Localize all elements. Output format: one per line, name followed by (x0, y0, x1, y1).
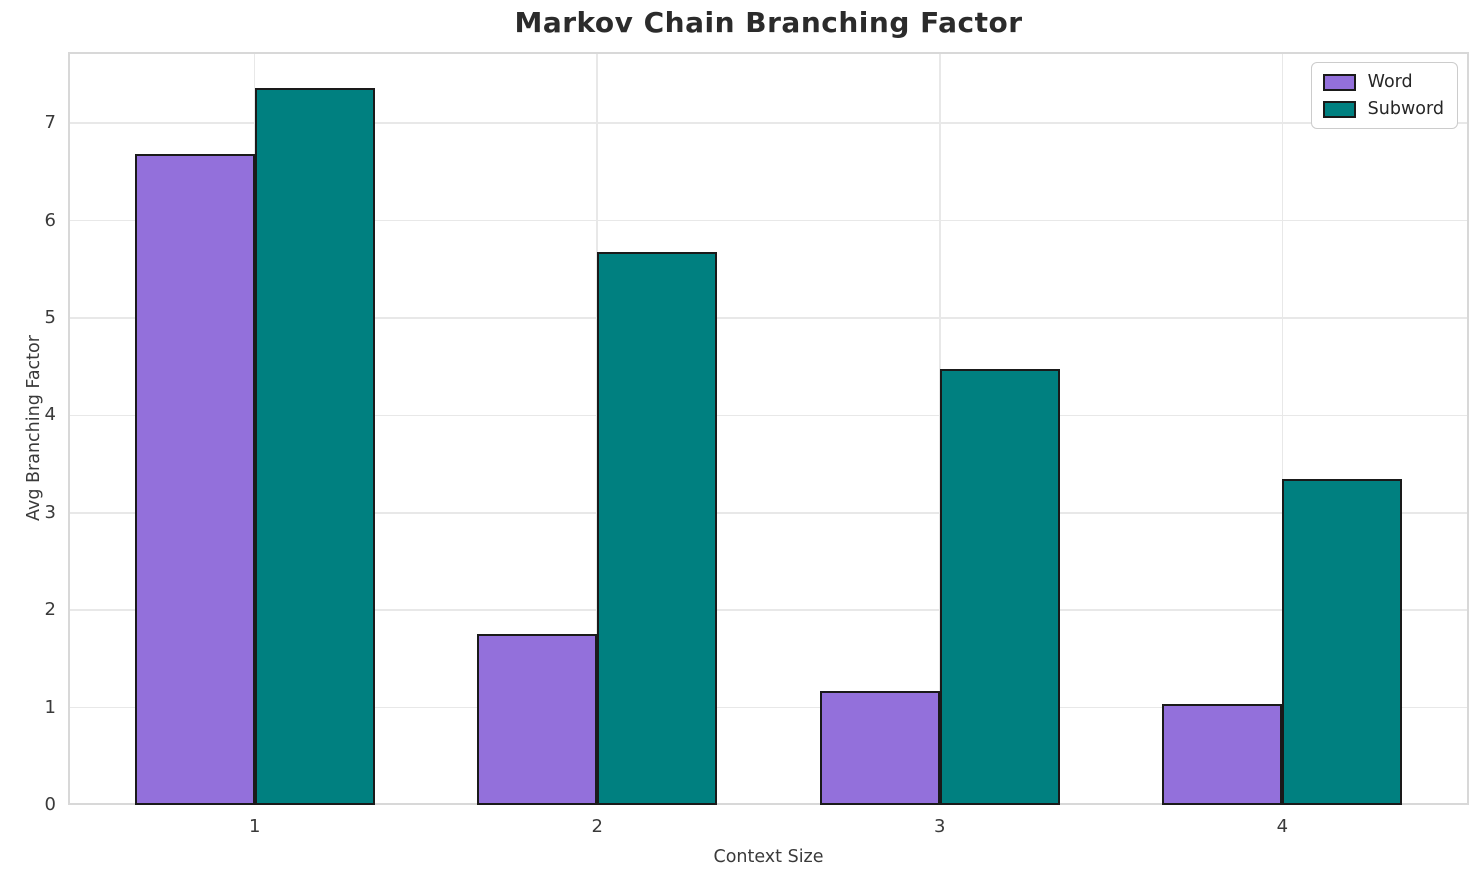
legend-item-subword: Subword (1322, 99, 1444, 119)
gridline-horizontal (68, 219, 1469, 222)
y-tick-label: 5 (44, 306, 56, 328)
y-tick-label: 4 (44, 404, 56, 426)
y-tick-label: 2 (44, 599, 56, 621)
x-tick-label: 1 (248, 816, 261, 837)
y-tick-label: 6 (44, 209, 56, 231)
bar-subword-1 (254, 88, 375, 805)
gridline-horizontal (68, 706, 1469, 709)
bar-subword-4 (1282, 478, 1403, 805)
x-axis-label: Context Size (713, 847, 824, 867)
chart-title: Markov Chain Branching Factor (514, 6, 1023, 39)
gridline-horizontal (68, 609, 1469, 611)
legend-swatch-subword (1322, 100, 1356, 118)
bar-word-2 (477, 633, 598, 805)
gridline-horizontal (68, 122, 1469, 124)
gridline-horizontal (68, 317, 1469, 319)
bar-word-1 (134, 154, 255, 805)
x-tick-label: 4 (1276, 816, 1289, 837)
y-tick-label: 3 (44, 501, 56, 523)
bar-word-4 (1162, 703, 1283, 805)
legend-label-subword: Subword (1367, 99, 1444, 119)
x-tick-label: 3 (934, 816, 946, 837)
plot-area: Word Subword (68, 52, 1469, 805)
y-tick-label: 7 (44, 112, 56, 134)
gridline-horizontal (68, 414, 1469, 417)
gridline-vertical (1281, 52, 1284, 805)
gridline-horizontal (68, 512, 1469, 514)
legend: Word Subword (1310, 62, 1458, 129)
bar-subword-2 (597, 251, 718, 805)
legend-label-word: Word (1367, 72, 1413, 92)
x-tick-label: 2 (591, 816, 603, 837)
bar-subword-3 (939, 368, 1060, 805)
y-tick-label: 0 (44, 794, 56, 815)
bar-word-3 (819, 691, 940, 805)
y-tick-label: 1 (44, 696, 56, 718)
legend-item-word: Word (1322, 72, 1444, 92)
legend-swatch-word (1322, 73, 1356, 91)
